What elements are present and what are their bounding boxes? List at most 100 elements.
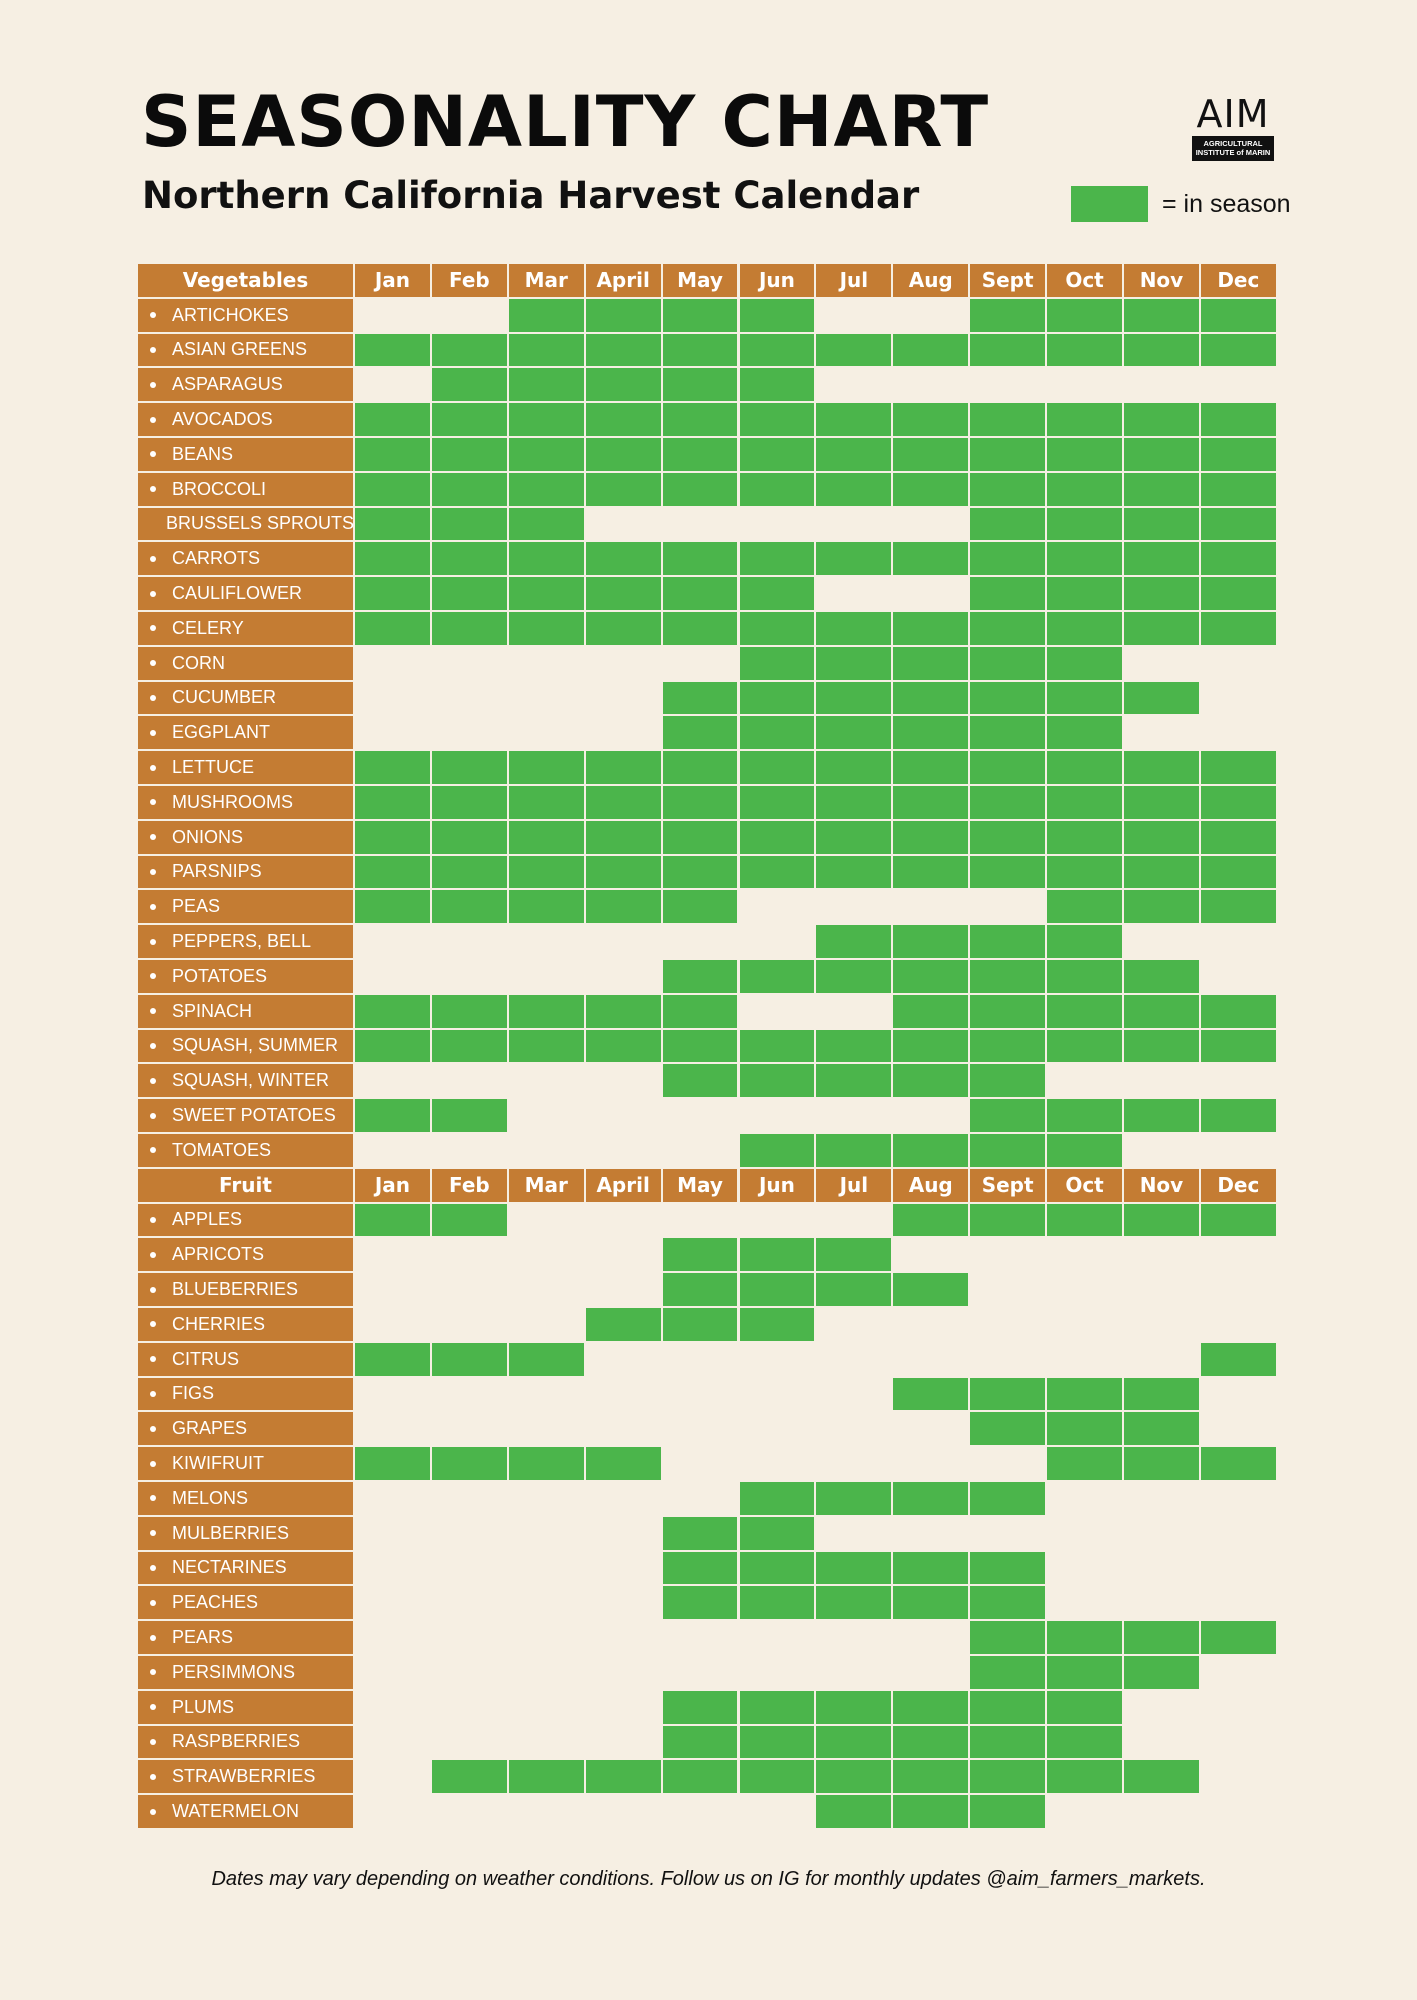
produce-name: PEPPERS, BELL bbox=[172, 931, 312, 952]
month-header: May bbox=[662, 264, 738, 297]
produce-name: PARSNIPS bbox=[172, 861, 262, 882]
empty-cell bbox=[740, 995, 815, 1028]
in-season-cell bbox=[739, 1134, 815, 1167]
in-season-cell bbox=[508, 890, 584, 924]
in-season-cell bbox=[662, 820, 738, 854]
in-season-cell bbox=[970, 925, 1046, 958]
empty-cell bbox=[509, 1726, 584, 1759]
in-season-cell bbox=[662, 1516, 738, 1550]
empty-cell bbox=[663, 1204, 738, 1237]
empty-cell bbox=[1124, 1134, 1199, 1167]
in-season-cell bbox=[1200, 1342, 1276, 1376]
in-season-cell bbox=[816, 438, 892, 471]
produce-name: PEAS bbox=[172, 896, 221, 917]
in-season-cell bbox=[662, 1551, 738, 1585]
in-season-cell bbox=[585, 403, 661, 436]
in-season-cell bbox=[1047, 438, 1122, 471]
empty-cell bbox=[355, 368, 430, 401]
in-season-cell bbox=[431, 786, 507, 819]
empty-cell bbox=[1047, 1552, 1122, 1585]
empty-cell bbox=[816, 577, 891, 610]
empty-cell bbox=[509, 1482, 584, 1515]
in-season-cell bbox=[970, 333, 1046, 367]
in-season-cell bbox=[739, 1064, 815, 1098]
in-season-cell bbox=[1124, 1447, 1199, 1480]
in-season-cell bbox=[431, 438, 507, 471]
month-header: Nov bbox=[1124, 1168, 1199, 1202]
empty-cell bbox=[663, 925, 738, 958]
in-season-cell bbox=[739, 1308, 815, 1341]
in-season-cell bbox=[1200, 994, 1276, 1028]
row-label: KIWIFRUIT bbox=[138, 1447, 353, 1480]
in-season-cell bbox=[1124, 577, 1199, 610]
in-season-cell bbox=[1124, 438, 1199, 471]
empty-cell bbox=[816, 1447, 891, 1480]
in-season-cell bbox=[508, 855, 584, 889]
in-season-cell bbox=[1124, 1029, 1199, 1063]
in-season-cell bbox=[431, 507, 507, 541]
empty-cell bbox=[1124, 1586, 1199, 1619]
in-season-cell bbox=[1047, 1760, 1122, 1794]
empty-cell bbox=[586, 1726, 661, 1759]
empty-cell bbox=[355, 1378, 430, 1411]
produce-name: KIWIFRUIT bbox=[172, 1453, 264, 1474]
in-season-cell bbox=[970, 1795, 1046, 1828]
empty-cell bbox=[893, 368, 968, 401]
empty-cell bbox=[432, 1656, 507, 1689]
in-season-cell bbox=[355, 786, 430, 819]
in-season-cell bbox=[739, 612, 815, 645]
empty-cell bbox=[509, 1134, 584, 1167]
empty-cell bbox=[432, 1273, 507, 1306]
logo-subtext: AGRICULTURAL INSTITUTE of MARIN bbox=[1192, 136, 1274, 161]
in-season-cell bbox=[1047, 298, 1122, 332]
row-label: STRAWBERRIES bbox=[138, 1760, 353, 1794]
in-season-cell bbox=[1047, 612, 1122, 645]
in-season-cell bbox=[970, 1586, 1046, 1620]
empty-cell bbox=[355, 1691, 430, 1724]
bullet-icon bbox=[150, 1251, 156, 1258]
empty-cell bbox=[432, 1517, 507, 1550]
empty-cell bbox=[740, 1343, 815, 1376]
in-season-cell bbox=[893, 472, 969, 506]
in-season-cell bbox=[1200, 751, 1276, 784]
in-season-cell bbox=[662, 1586, 738, 1620]
in-season-cell bbox=[1124, 507, 1199, 541]
in-season-cell bbox=[508, 786, 584, 819]
empty-cell bbox=[586, 1204, 661, 1237]
bullet-icon bbox=[150, 416, 156, 423]
in-season-cell bbox=[893, 925, 969, 958]
in-season-cell bbox=[893, 751, 969, 784]
in-season-cell bbox=[662, 1308, 738, 1341]
in-season-cell bbox=[585, 786, 661, 819]
row-label: POTATOES bbox=[138, 960, 353, 993]
in-season-cell bbox=[893, 1795, 969, 1828]
produce-name: NECTARINES bbox=[172, 1557, 287, 1578]
empty-cell bbox=[816, 890, 891, 923]
produce-name: CAULIFLOWER bbox=[172, 583, 303, 604]
empty-cell bbox=[1201, 1273, 1276, 1306]
in-season-cell bbox=[662, 472, 738, 506]
bullet-icon bbox=[150, 1356, 156, 1363]
empty-cell bbox=[740, 1378, 815, 1411]
in-season-cell bbox=[585, 1029, 661, 1063]
empty-cell bbox=[1201, 1726, 1276, 1759]
row-label: PERSIMMONS bbox=[138, 1656, 353, 1689]
in-season-cell bbox=[893, 681, 969, 715]
in-season-cell bbox=[739, 786, 815, 819]
empty-cell bbox=[970, 1447, 1045, 1480]
in-season-cell bbox=[816, 1482, 892, 1515]
in-season-cell bbox=[739, 751, 815, 784]
in-season-cell bbox=[1200, 786, 1276, 819]
empty-cell bbox=[586, 1238, 661, 1271]
in-season-cell bbox=[1047, 403, 1122, 436]
empty-cell bbox=[663, 1099, 738, 1132]
empty-cell bbox=[586, 647, 661, 680]
in-season-cell bbox=[1200, 1203, 1276, 1237]
in-season-cell bbox=[970, 646, 1046, 680]
produce-name: FIGS bbox=[172, 1383, 215, 1404]
empty-cell bbox=[740, 1795, 815, 1828]
in-season-cell bbox=[893, 438, 969, 471]
in-season-cell bbox=[1047, 1412, 1122, 1446]
empty-cell bbox=[663, 1656, 738, 1689]
bullet-icon bbox=[150, 1112, 156, 1119]
